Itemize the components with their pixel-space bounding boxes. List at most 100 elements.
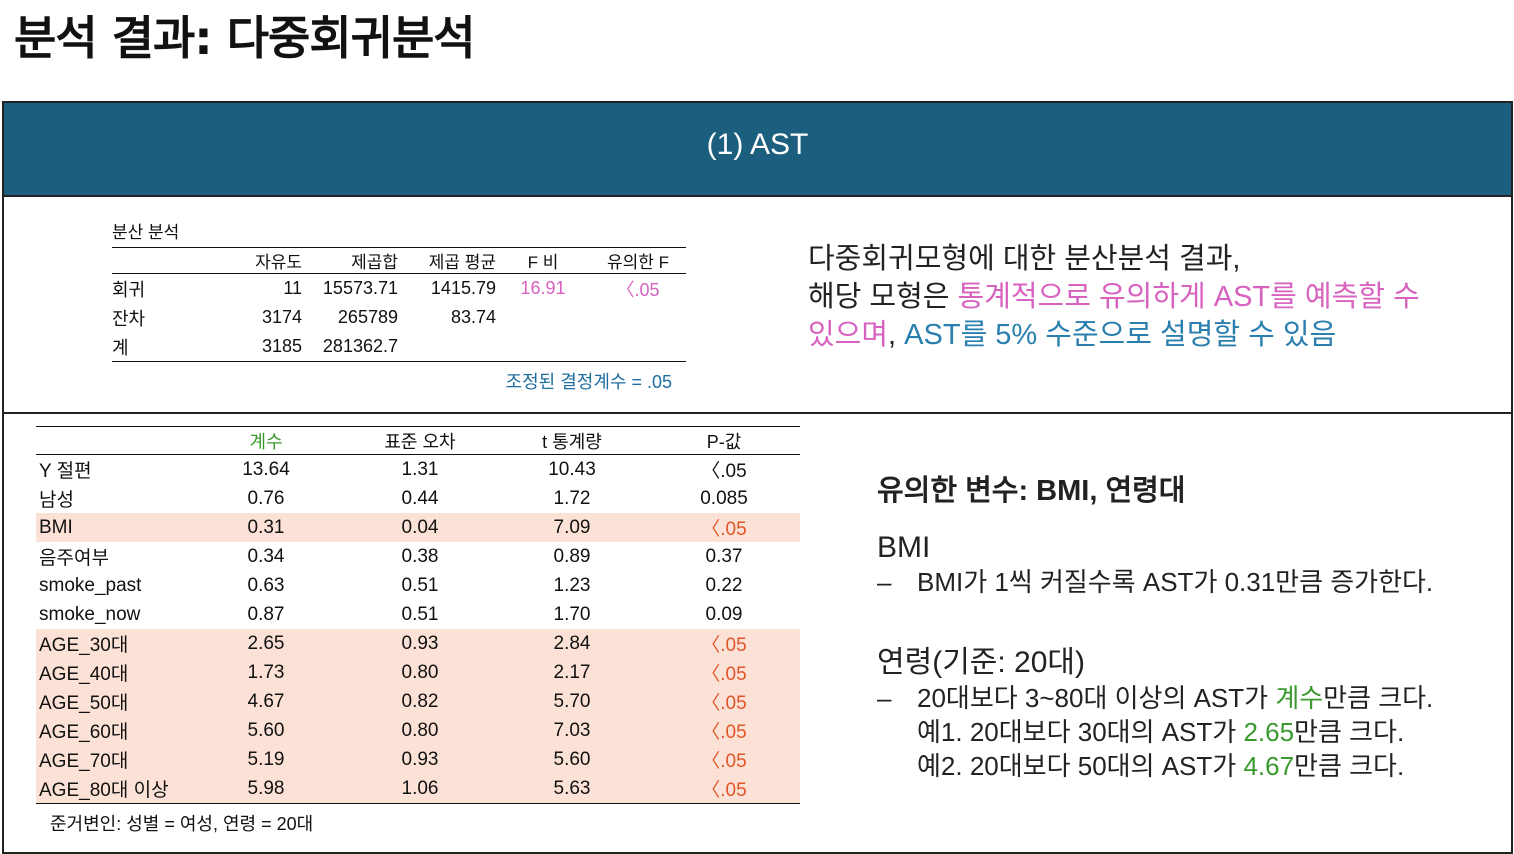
anova-header-row: 자유도 제곱합 제곱 평균 F 비 유의한 F	[112, 247, 686, 274]
coef-value: 0.34	[247, 545, 285, 567]
coef-se: 0.38	[401, 545, 439, 567]
anova-ms: 83.74	[450, 307, 496, 327]
coef-p: 〈.05	[648, 687, 800, 716]
anova-f	[496, 303, 590, 332]
section-divider	[4, 412, 1511, 414]
content-panel: (1) AST 분산 분석 자유도 제곱합 제곱 평균 F 비 유의한 F 회귀…	[2, 101, 1513, 854]
anova-df: 3174	[261, 307, 302, 327]
coef-label: AGE_40대	[36, 658, 188, 687]
anova-df: 3185	[202, 332, 302, 362]
coef-se: 1.31	[401, 458, 439, 480]
bullet-dash: –	[877, 683, 892, 713]
coef-se: 0.44	[401, 487, 439, 509]
coef-row: Y 절편 13.64 1.31 10.43 〈.05	[36, 455, 800, 485]
coef-p: 〈.05	[648, 513, 800, 542]
coef-se: 0.04	[344, 513, 496, 542]
anova-label: 잔차	[112, 308, 146, 329]
coef-se: 1.06	[344, 774, 496, 804]
coef-value: 5.19	[188, 745, 344, 774]
coef-value: 0.76	[247, 487, 285, 509]
bmi-text: BMI가 1씩 커질수록 AST가 0.31만큼 증가한다.	[917, 567, 1434, 597]
coef-row: 남성 0.76 0.44 1.72 0.085	[36, 484, 800, 513]
anova-ss: 265789	[337, 307, 398, 327]
coef-se: 0.93	[344, 629, 496, 658]
coef-p: 0.085	[700, 487, 748, 509]
coef-se: 0.82	[344, 687, 496, 716]
coef-p: 0.22	[705, 574, 743, 596]
coef-col-header: P-값	[648, 426, 800, 455]
coef-row: smoke_now 0.87 0.51 1.70 0.09	[36, 600, 800, 629]
coef-value: 5.98	[188, 774, 344, 804]
coef-label: 음주여부	[39, 548, 109, 569]
coef-t: 5.60	[496, 745, 648, 774]
significant-variables-heading: 유의한 변수: BMI, 연령대	[877, 475, 1186, 507]
coef-t: 2.84	[496, 629, 648, 658]
coef-row: AGE_70대 5.19 0.93 5.60 〈.05	[36, 745, 800, 774]
anova-table: 자유도 제곱합 제곱 평균 F 비 유의한 F 회귀 11 15573.71 1…	[112, 247, 686, 362]
anova-ms	[398, 332, 496, 362]
coef-row: AGE_30대 2.65 0.93 2.84 〈.05	[36, 629, 800, 658]
coef-label: smoke_past	[39, 574, 142, 596]
coef-t: 7.09	[496, 513, 648, 542]
coef-label: AGE_60대	[36, 716, 188, 745]
coef-se: 0.80	[344, 658, 496, 687]
anova-row: 잔차 3174 265789 83.74	[112, 303, 686, 332]
coef-row: 음주여부 0.34 0.38 0.89 0.37	[36, 542, 800, 571]
coef-value: 0.87	[247, 603, 285, 625]
anova-col-header	[112, 247, 202, 274]
summary-line: 해당 모형은 통계적으로 유의하게 AST를 예측할 수	[808, 278, 1420, 316]
coef-value: 5.60	[188, 716, 344, 745]
bullet-dash: –	[877, 567, 892, 597]
coef-t: 0.89	[553, 545, 591, 567]
coef-header-row: 계수 표준 오차 t 통계량 P-값	[36, 426, 800, 455]
coef-p: 〈.05	[648, 745, 800, 774]
coef-value: 4.67	[188, 687, 344, 716]
anova-ss: 15573.71	[322, 278, 398, 298]
coef-label: smoke_now	[39, 603, 141, 625]
anova-col-header: 제곱합	[302, 247, 398, 274]
coef-t: 2.17	[496, 658, 648, 687]
coef-t: 5.70	[496, 687, 648, 716]
coef-col-header: 계수	[188, 426, 344, 455]
anova-df: 11	[283, 278, 302, 298]
interpretation: 유의한 변수: BMI, 연령대 BMI – BMI가 1씩 커질수록 AST가 …	[877, 467, 1433, 783]
anova-sig	[590, 303, 686, 332]
coef-t: 1.23	[553, 574, 591, 596]
example-text: 만큼 크다.	[1294, 751, 1405, 781]
coef-body: Y 절편 13.64 1.31 10.43 〈.05 남성 0.76 0.44 1.72 0.08…	[36, 455, 800, 804]
coef-label: 남성	[39, 490, 74, 511]
anova-f: 16.91	[520, 278, 566, 298]
age-heading: 연령(기준: 20대)	[877, 646, 1086, 679]
summary-highlight: 통계적으로 유의하게 AST를 예측할 수	[957, 281, 1420, 313]
coef-row: smoke_past 0.63 0.51 1.23 0.22	[36, 571, 800, 600]
summary-highlight: AST를 5% 수준으로 설명할 수 있음	[904, 319, 1337, 351]
example-value: 4.67	[1243, 751, 1295, 781]
coef-value: 1.73	[188, 658, 344, 687]
age-line: –20대보다 3~80대 이상의 AST가 계수만큼 크다.	[877, 681, 1433, 715]
example-value: 2.65	[1243, 717, 1295, 747]
coef-row: AGE_80대 이상 5.98 1.06 5.63 〈.05	[36, 774, 800, 804]
anova-label: 회귀	[112, 279, 146, 300]
coef-p: 0.37	[705, 545, 743, 567]
coef-value: 0.31	[188, 513, 344, 542]
adjusted-r2-note: 조정된 결정계수 = .05	[505, 372, 672, 392]
reference-note: 준거변인: 성별 = 여성, 연령 = 20대	[50, 814, 314, 834]
coef-p: 0.09	[705, 603, 743, 625]
coef-row: AGE_40대 1.73 0.80 2.17 〈.05	[36, 658, 800, 687]
coef-col-header: t 통계량	[496, 426, 648, 455]
example-line: 예2. 20대보다 50대의 AST가 4.67만큼 크다.	[877, 749, 1433, 783]
anova-sig: 〈.05	[616, 279, 660, 300]
example-text: 만큼 크다.	[1294, 717, 1405, 747]
coef-col-header	[36, 426, 188, 455]
coef-p: 〈.05	[701, 461, 747, 482]
anova-table-block: 분산 분석 자유도 제곱합 제곱 평균 F 비 유의한 F 회귀 11 1557…	[112, 218, 686, 394]
coef-label: Y 절편	[39, 461, 92, 482]
anova-sig	[590, 332, 686, 362]
coef-label: AGE_70대	[36, 745, 188, 774]
coef-row: BMI 0.31 0.04 7.09 〈.05	[36, 513, 800, 542]
coefficient-table-block: 계수 표준 오차 t 통계량 P-값 Y 절편 13.64 1.31 10.43 〈.0…	[36, 426, 800, 836]
summary-text: 해당 모형은	[808, 281, 958, 313]
anova-f	[496, 332, 590, 362]
anova-row: 계 3185 281362.7	[112, 332, 686, 362]
age-text: 20대보다 3~80대 이상의 AST가	[917, 683, 1276, 713]
